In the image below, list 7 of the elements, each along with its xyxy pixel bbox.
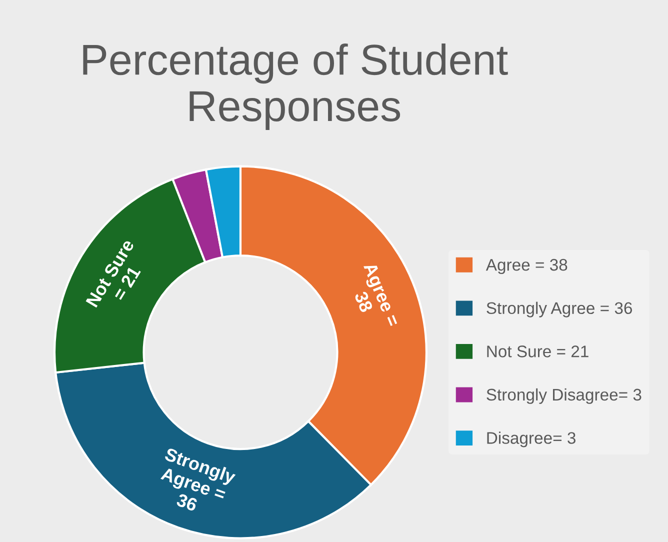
legend-label: Strongly Agree = 36 [486,302,632,318]
legend-label: Strongly Disagree= 3 [486,388,642,404]
legend-label: Not Sure = 21 [487,346,588,358]
legend-label: Disagree= 3 [487,432,576,448]
chart-title: Percentage of Student Responses [83,43,508,130]
legend-label: Agree = 38 [486,258,568,274]
data-label: Agree = 38 [354,262,400,328]
